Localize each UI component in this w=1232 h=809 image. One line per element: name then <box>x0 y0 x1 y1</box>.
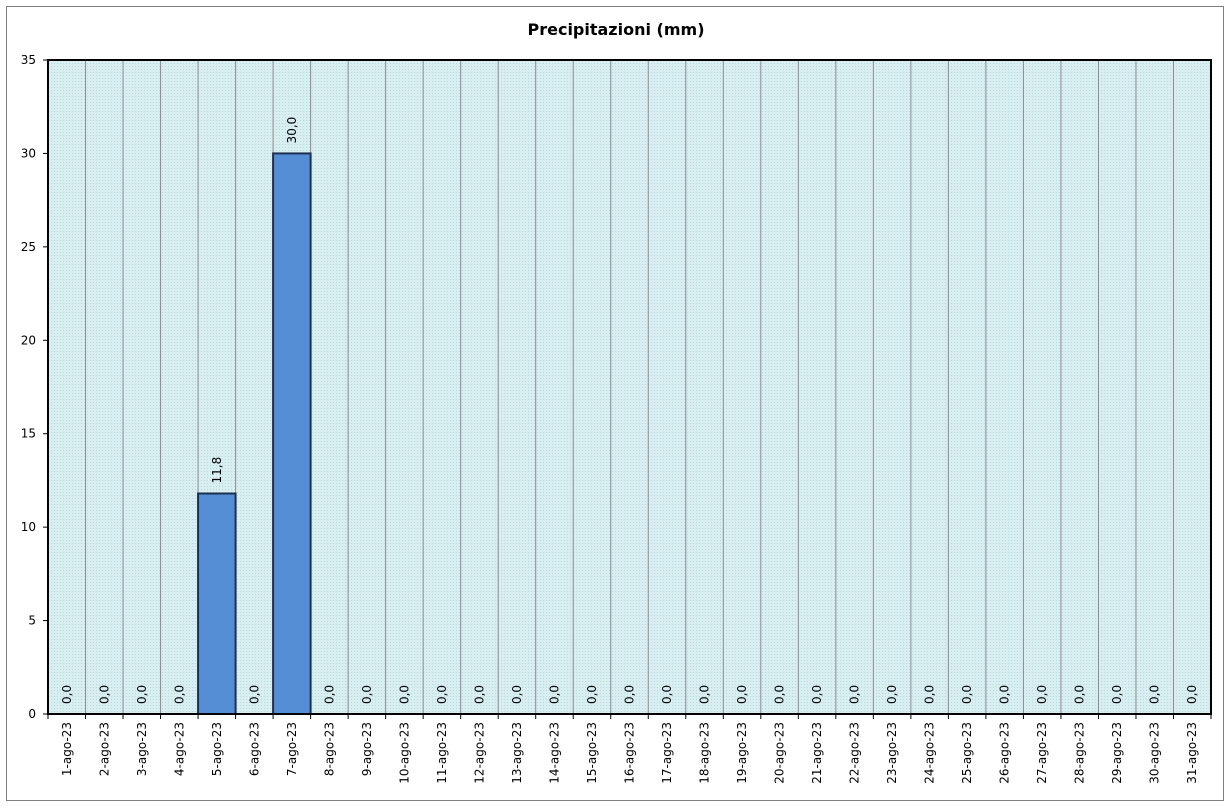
data-label: 0,0 <box>848 685 862 704</box>
x-tick-label: 9-ago-23 <box>360 722 374 776</box>
data-label: 0,0 <box>998 685 1012 704</box>
data-label: 0,0 <box>1110 685 1124 704</box>
x-tick-label: 23-ago-23 <box>885 722 899 784</box>
data-label: 11,8 <box>210 457 224 484</box>
x-tick-label: 14-ago-23 <box>547 722 561 784</box>
x-tick-label: 13-ago-23 <box>510 722 524 784</box>
y-tick-label: 30 <box>21 146 36 160</box>
data-label: 0,0 <box>810 685 824 704</box>
y-tick-label: 5 <box>28 614 36 628</box>
data-labels: 0,0 0,0 0,0 0,0 11,8 0,0 30,0 0,0 0,0 0,0 0,0 0,0 0,… <box>60 117 1199 704</box>
data-label: 0,0 <box>923 685 937 704</box>
data-label: 0,0 <box>360 685 374 704</box>
data-label: 0,0 <box>773 685 787 704</box>
data-label: 0,0 <box>1148 685 1162 704</box>
data-label: 0,0 <box>435 685 449 704</box>
x-tick-label: 10-ago-23 <box>397 722 411 784</box>
data-label: 0,0 <box>397 685 411 704</box>
bar <box>272 152 312 715</box>
x-tick-label: 28-ago-23 <box>1073 722 1087 784</box>
x-tick-label: 19-ago-23 <box>735 722 749 784</box>
x-tick-label: 4-ago-23 <box>172 722 186 776</box>
x-tick-label: 1-ago-23 <box>60 722 74 776</box>
data-label: 0,0 <box>510 685 524 704</box>
x-tick-label: 16-ago-23 <box>623 722 637 784</box>
axes: 0 5 10 15 20 25 30 35 1-ago-23 2-ago-23 3-ago-23 4-… <box>21 53 1212 784</box>
x-tick-label: 18-ago-23 <box>698 722 712 784</box>
data-label: 0,0 <box>885 685 899 704</box>
x-tick-label: 2-ago-23 <box>97 722 111 776</box>
x-tick-label: 3-ago-23 <box>135 722 149 776</box>
y-tick-label: 0 <box>28 707 36 721</box>
y-tick-label: 25 <box>21 240 36 254</box>
bars <box>197 152 312 715</box>
x-tick-label: 5-ago-23 <box>210 722 224 776</box>
x-tick-label: 7-ago-23 <box>285 722 299 776</box>
data-label: 0,0 <box>135 685 149 704</box>
data-label: 0,0 <box>97 685 111 704</box>
data-label: 0,0 <box>1185 685 1199 704</box>
data-label: 0,0 <box>547 685 561 704</box>
y-tick-label: 35 <box>21 53 36 67</box>
x-tick-label: 29-ago-23 <box>1110 722 1124 784</box>
x-tick-label: 25-ago-23 <box>960 722 974 784</box>
x-tick-label: 30-ago-23 <box>1148 722 1162 784</box>
data-label: 0,0 <box>660 685 674 704</box>
chart-title: Precipitazioni (mm) <box>527 20 705 39</box>
x-tick-label: 15-ago-23 <box>585 722 599 784</box>
x-tick-label: 17-ago-23 <box>660 722 674 784</box>
data-label: 0,0 <box>960 685 974 704</box>
y-tick-label: 20 <box>21 333 36 347</box>
y-tick-label: 10 <box>21 520 36 534</box>
data-label: 0,0 <box>60 685 74 704</box>
data-label: 0,0 <box>322 685 336 704</box>
x-tick-label: 12-ago-23 <box>472 722 486 784</box>
x-tick-label: 11-ago-23 <box>435 722 449 784</box>
x-tick-label: 27-ago-23 <box>1035 722 1049 784</box>
x-tick-label: 21-ago-23 <box>810 722 824 784</box>
x-tick-label: 24-ago-23 <box>923 722 937 784</box>
plot-area <box>48 60 1211 714</box>
data-label: 0,0 <box>1073 685 1087 704</box>
data-label: 0,0 <box>698 685 712 704</box>
data-label: 0,0 <box>1035 685 1049 704</box>
data-label: 0,0 <box>585 685 599 704</box>
bar <box>197 492 237 715</box>
data-label: 0,0 <box>247 685 261 704</box>
x-tick-label: 8-ago-23 <box>322 722 336 776</box>
data-label: 30,0 <box>285 117 299 144</box>
x-tick-label: 22-ago-23 <box>848 722 862 784</box>
y-tick-label: 15 <box>21 427 36 441</box>
data-label: 0,0 <box>172 685 186 704</box>
data-label: 0,0 <box>735 685 749 704</box>
data-label: 0,0 <box>472 685 486 704</box>
plot-background <box>48 60 1211 714</box>
x-tick-label: 31-ago-23 <box>1185 722 1199 784</box>
x-tick-label: 6-ago-23 <box>247 722 261 776</box>
data-label: 0,0 <box>623 685 637 704</box>
x-tick-label: 20-ago-23 <box>773 722 787 784</box>
plot-border <box>47 59 1212 715</box>
x-tick-label: 26-ago-23 <box>998 722 1012 784</box>
